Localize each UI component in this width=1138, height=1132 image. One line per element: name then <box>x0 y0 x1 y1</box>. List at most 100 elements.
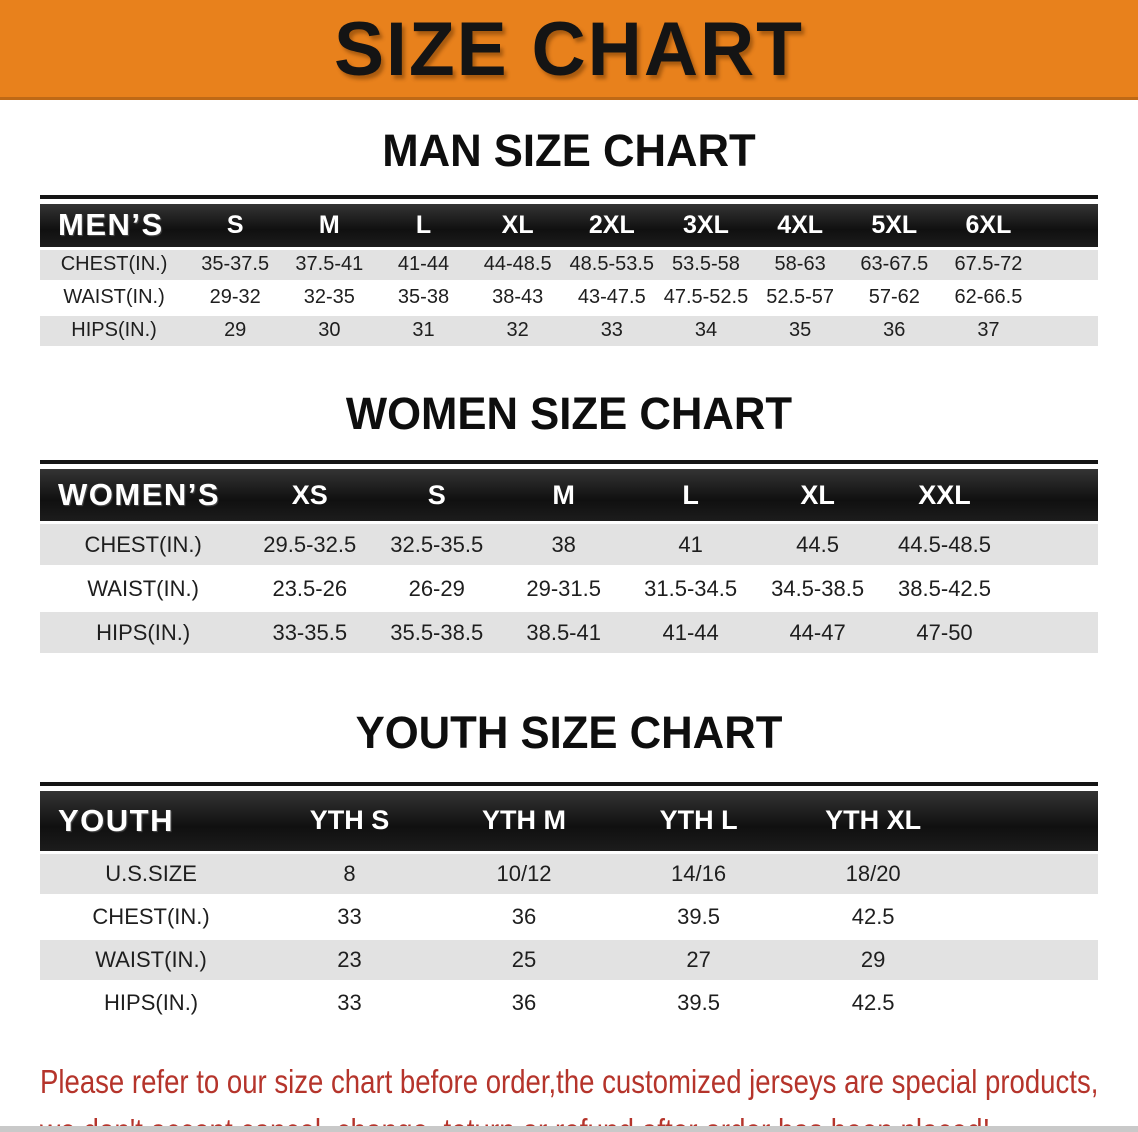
women-row-1: WAIST(IN.) 23.5-26 26-29 29-31.5 31.5-34.5 34… <box>40 568 1098 609</box>
women-table-wrap: WOMEN’S XS S M L XL XXL CHEST(IN.) 29.5-32.5 32.5… <box>40 460 1098 656</box>
women-value-0-1: 32.5-35.5 <box>373 524 501 565</box>
men-value-1-4: 43-47.5 <box>564 282 659 313</box>
men-size-table: MEN’S S M L XL 2XL 3XL 4XL 5XL 6XL CHEST(IN.) 35-37… <box>40 201 1098 349</box>
men-column-header-7: 5XL <box>847 203 942 247</box>
men-row-label-1: WAIST(IN.) <box>40 282 189 313</box>
women-column-header-5: XXL <box>881 469 1009 521</box>
men-column-header-3: XL <box>470 203 565 247</box>
spacer <box>1008 524 1098 565</box>
youth-value-3-3: 42.5 <box>785 982 961 1023</box>
men-value-2-3: 32 <box>470 315 565 346</box>
men-value-0-6: 58-63 <box>753 249 848 280</box>
men-value-2-5: 34 <box>658 315 754 346</box>
youth-size-table: YOUTH YTH S YTH M YTH L YTH XL U.S.SIZE 8 10/12… <box>40 788 1098 1026</box>
youth-value-3-2: 39.5 <box>611 982 786 1023</box>
women-column-header-4: XL <box>754 469 882 521</box>
youth-value-2-0: 23 <box>262 939 437 980</box>
youth-value-1-0: 33 <box>262 896 437 937</box>
youth-value-2-2: 27 <box>611 939 786 980</box>
youth-value-2-1: 25 <box>436 939 612 980</box>
men-column-header-1: M <box>282 203 377 247</box>
spacer <box>1008 612 1098 653</box>
men-row-0: CHEST(IN.) 35-37.5 37.5-41 41-44 44-48.5 48.5… <box>40 249 1098 280</box>
disclaimer: Please refer to our size chart before or… <box>40 1062 1138 1132</box>
youth-row-0: U.S.SIZE 8 10/12 14/16 18/20 <box>40 853 1098 894</box>
spacer <box>960 982 1098 1023</box>
men-value-0-7: 63-67.5 <box>847 249 942 280</box>
youth-column-header-1: YTH M <box>436 790 612 851</box>
women-value-0-5: 44.5-48.5 <box>881 524 1009 565</box>
men-value-0-0: 35-37.5 <box>188 249 283 280</box>
women-header-row: WOMEN’S XS S M L XL XXL <box>40 469 1098 521</box>
youth-column-header-2: YTH L <box>611 790 786 851</box>
spacer <box>1008 469 1098 521</box>
youth-row-label-2: WAIST(IN.) <box>40 939 263 980</box>
spacer <box>960 896 1098 937</box>
youth-value-3-0: 33 <box>262 982 437 1023</box>
women-row-label-1: WAIST(IN.) <box>40 568 247 609</box>
youth-column-header-3: YTH XL <box>785 790 961 851</box>
youth-value-1-1: 36 <box>436 896 612 937</box>
spacer <box>960 939 1098 980</box>
bottom-bar <box>0 1126 1138 1132</box>
youth-value-2-3: 29 <box>785 939 961 980</box>
youth-row-2: WAIST(IN.) 23 25 27 29 <box>40 939 1098 980</box>
spacer <box>1035 282 1098 313</box>
women-value-0-0: 29.5-32.5 <box>246 524 374 565</box>
spacer <box>1035 203 1098 247</box>
men-value-1-3: 38-43 <box>470 282 565 313</box>
men-value-2-4: 33 <box>564 315 659 346</box>
men-header-row: MEN’S S M L XL 2XL 3XL 4XL 5XL 6XL <box>40 203 1098 247</box>
women-value-0-2: 38 <box>500 524 628 565</box>
women-value-1-4: 34.5-38.5 <box>754 568 882 609</box>
women-row-label-0: CHEST(IN.) <box>40 524 247 565</box>
men-value-2-0: 29 <box>188 315 283 346</box>
women-row-label-2: HIPS(IN.) <box>40 612 247 653</box>
youth-header-row: YOUTH YTH S YTH M YTH L YTH XL <box>40 790 1098 851</box>
men-value-2-7: 36 <box>847 315 942 346</box>
women-value-1-1: 26-29 <box>373 568 501 609</box>
men-column-header-2: L <box>376 203 471 247</box>
spacer <box>960 853 1098 894</box>
men-column-header-5: 3XL <box>658 203 754 247</box>
youth-table-title: YOUTH <box>40 790 263 851</box>
women-value-0-3: 41 <box>627 524 755 565</box>
women-value-1-5: 38.5-42.5 <box>881 568 1009 609</box>
men-value-0-4: 48.5-53.5 <box>564 249 659 280</box>
youth-heading: YOUTH SIZE CHART <box>355 707 783 758</box>
men-value-2-1: 30 <box>282 315 377 346</box>
banner-title: SIZE CHART <box>334 7 804 92</box>
men-value-0-1: 37.5-41 <box>282 249 377 280</box>
men-column-header-0: S <box>188 203 283 247</box>
men-value-0-3: 44-48.5 <box>470 249 565 280</box>
men-value-2-6: 35 <box>753 315 848 346</box>
women-value-2-5: 47-50 <box>881 612 1009 653</box>
women-value-2-4: 44-47 <box>754 612 882 653</box>
youth-value-0-3: 18/20 <box>785 853 961 894</box>
women-value-2-3: 41-44 <box>627 612 755 653</box>
women-value-2-2: 38.5-41 <box>500 612 628 653</box>
women-value-2-1: 35.5-38.5 <box>373 612 501 653</box>
women-row-0: CHEST(IN.) 29.5-32.5 32.5-35.5 38 41 44.5 44.5… <box>40 524 1098 565</box>
women-value-1-3: 31.5-34.5 <box>627 568 755 609</box>
spacer <box>1008 568 1098 609</box>
men-section: MAN SIZE CHART MEN’S S M L XL 2XL 3XL 4XL 5XL 6XL… <box>0 126 1138 349</box>
youth-value-1-3: 42.5 <box>785 896 961 937</box>
youth-section: YOUTH SIZE CHART YOUTH YTH S YTH M YTH L YTH… <box>0 708 1138 1026</box>
women-heading: WOMEN SIZE CHART <box>345 387 793 439</box>
youth-column-header-0: YTH S <box>262 790 437 851</box>
men-value-1-6: 52.5-57 <box>753 282 848 313</box>
men-value-1-8: 62-66.5 <box>941 282 1036 313</box>
men-heading: MAN SIZE CHART <box>382 125 756 176</box>
men-table-title: MEN’S <box>40 203 189 247</box>
men-value-2-8: 37 <box>941 315 1036 346</box>
women-section: WOMEN SIZE CHART WOMEN’S XS S M L XL XXL CHEST(… <box>0 387 1138 657</box>
women-value-2-0: 33-35.5 <box>246 612 374 653</box>
men-table-wrap: MEN’S S M L XL 2XL 3XL 4XL 5XL 6XL CHEST(IN.) 35-37… <box>40 194 1098 349</box>
women-column-header-1: S <box>373 469 501 521</box>
men-row-1: WAIST(IN.) 29-32 32-35 35-38 38-43 43-47.5 47.… <box>40 282 1098 313</box>
women-column-header-0: XS <box>246 469 374 521</box>
banner: SIZE CHART <box>0 0 1138 100</box>
women-column-header-2: M <box>500 469 628 521</box>
